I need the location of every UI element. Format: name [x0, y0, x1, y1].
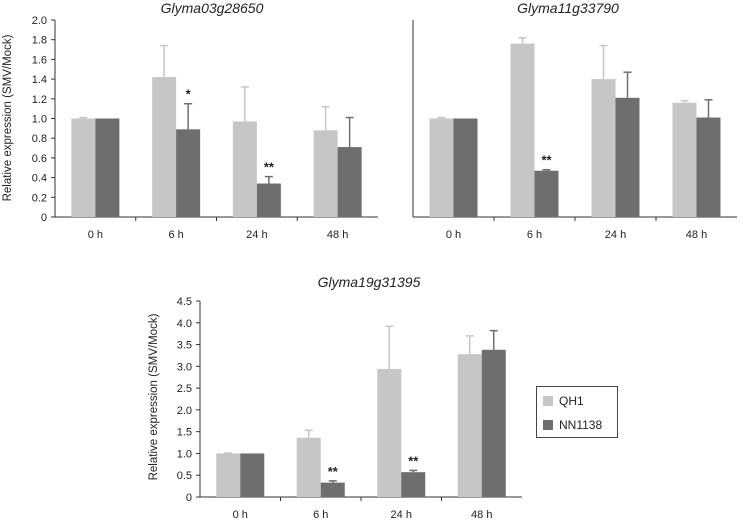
- chart-2-bar-qh1-0: [429, 118, 454, 217]
- chart-2-bar-nn1138-1: [534, 170, 559, 217]
- chart-1-annotation-0: *: [186, 87, 192, 102]
- chart-2-bar-nn1138-3: [696, 117, 721, 217]
- chart-1-bar-nn1138-2: [256, 183, 281, 217]
- chart-1-ylabel: Relative expression (SMV/Mock): [2, 34, 14, 201]
- chart-1-bar-qh1-2: [232, 121, 257, 217]
- chart-3-xtick-label-0: 0 h: [233, 509, 248, 519]
- chart-3-ytick-label-9: 4.5: [177, 296, 192, 308]
- chart-2-xtick-label-2: 24 h: [605, 229, 626, 241]
- chart-1-ytick-label-4: 0.8: [32, 133, 47, 145]
- legend: QH1 NN1138: [536, 386, 618, 438]
- chart-3-ytick-label-6: 3.0: [177, 361, 192, 373]
- chart-1-ytick-label-8: 1.6: [32, 54, 47, 66]
- legend-swatch-qh1: [543, 396, 553, 406]
- chart-3-ylabel: Relative expression (SMV/Mock): [148, 313, 160, 480]
- chart-1-ytick-label-2: 0.4: [32, 173, 47, 185]
- chart-3-ytick-label-0: 0: [186, 492, 192, 504]
- chart-3-title: Glyma19g31395: [318, 274, 421, 290]
- legend-swatch-nn1138: [543, 420, 553, 430]
- chart-3-bar-nn1138-1: [320, 482, 345, 497]
- chart-3-ytick-label-8: 4.0: [177, 318, 192, 330]
- chart-2-xtick-label-0: 0 h: [446, 229, 461, 241]
- chart-1-bar-qh1-1: [152, 77, 177, 217]
- chart-3-bar-nn1138-3: [481, 349, 506, 497]
- chart-1-title: Glyma03g28650: [161, 0, 264, 16]
- chart-1-xtick-label-1: 6 h: [168, 229, 183, 241]
- chart-1-ytick-label-3: 0.6: [32, 153, 47, 165]
- chart-2-bar-qh1-1: [510, 43, 535, 217]
- chart-1-ytick-label-7: 1.4: [32, 74, 47, 86]
- chart-3-bar-nn1138-0: [240, 453, 265, 497]
- chart-2-bar-qh1-2: [591, 79, 616, 217]
- chart-1-bar-nn1138-0: [95, 118, 120, 217]
- chart-1-ytick-label-1: 0.2: [32, 192, 47, 204]
- chart-3-bar-qh1-1: [296, 437, 321, 497]
- chart-3-ytick-label-5: 2.5: [177, 383, 192, 395]
- legend-label-nn1138: NN1138: [559, 418, 603, 432]
- chart-1-bar-nn1138-1: [176, 129, 201, 217]
- chart-1-ytick-label-10: 2.0: [32, 15, 47, 27]
- chart-3-xtick-label-1: 6 h: [313, 509, 328, 519]
- chart-1-xtick-label-3: 48 h: [327, 229, 348, 241]
- chart-1-xtick-label-0: 0 h: [88, 229, 103, 241]
- chart-1-ytick-label-9: 1.8: [32, 35, 47, 47]
- chart-3-ytick-label-7: 3.5: [177, 340, 192, 352]
- chart-1-annotation-1: **: [264, 160, 275, 175]
- chart-3-bar-qh1-3: [457, 354, 482, 497]
- chart-3-bar-qh1-0: [216, 453, 241, 497]
- chart-2-annotation-0: **: [541, 153, 552, 168]
- chart-1-bar-nn1138-3: [337, 147, 362, 217]
- chart-2-xtick-label-1: 6 h: [527, 229, 542, 241]
- chart-3-ytick-label-2: 1.0: [177, 448, 192, 460]
- chart-1-bar-qh1-3: [313, 130, 338, 217]
- chart-2-bar-nn1138-2: [615, 97, 640, 217]
- legend-item-nn1138: NN1138: [543, 415, 617, 435]
- chart-2-title: Glyma11g33790: [517, 0, 619, 16]
- legend-label-qh1: QH1: [559, 394, 584, 408]
- chart-1-xtick-label-2: 24 h: [246, 229, 267, 241]
- chart-2-bar-qh1-3: [672, 102, 697, 217]
- chart-1-ytick-label-5: 1.0: [32, 114, 47, 126]
- chart-2-xtick-label-3: 48 h: [686, 229, 707, 241]
- legend-item-qh1: QH1: [543, 391, 617, 411]
- chart-1-ytick-label-6: 1.2: [32, 94, 47, 106]
- chart-3-bar-qh1-2: [377, 368, 402, 497]
- chart-3-annotation-1: **: [408, 453, 419, 468]
- chart-1-ytick-label-0: 0: [41, 212, 47, 224]
- chart-3-xtick-label-2: 24 h: [391, 509, 412, 519]
- chart-3-ytick-label-3: 1.5: [177, 427, 192, 439]
- chart-1-bar-qh1-0: [71, 118, 96, 217]
- chart-3-annotation-0: **: [328, 464, 339, 479]
- chart-3-ytick-label-1: 0.5: [177, 470, 192, 482]
- chart-3-bar-nn1138-2: [401, 472, 426, 497]
- chart-3-xtick-label-3: 48 h: [471, 509, 492, 519]
- chart-3-ytick-label-4: 2.0: [177, 405, 192, 417]
- chart-2-bar-nn1138-0: [453, 118, 478, 217]
